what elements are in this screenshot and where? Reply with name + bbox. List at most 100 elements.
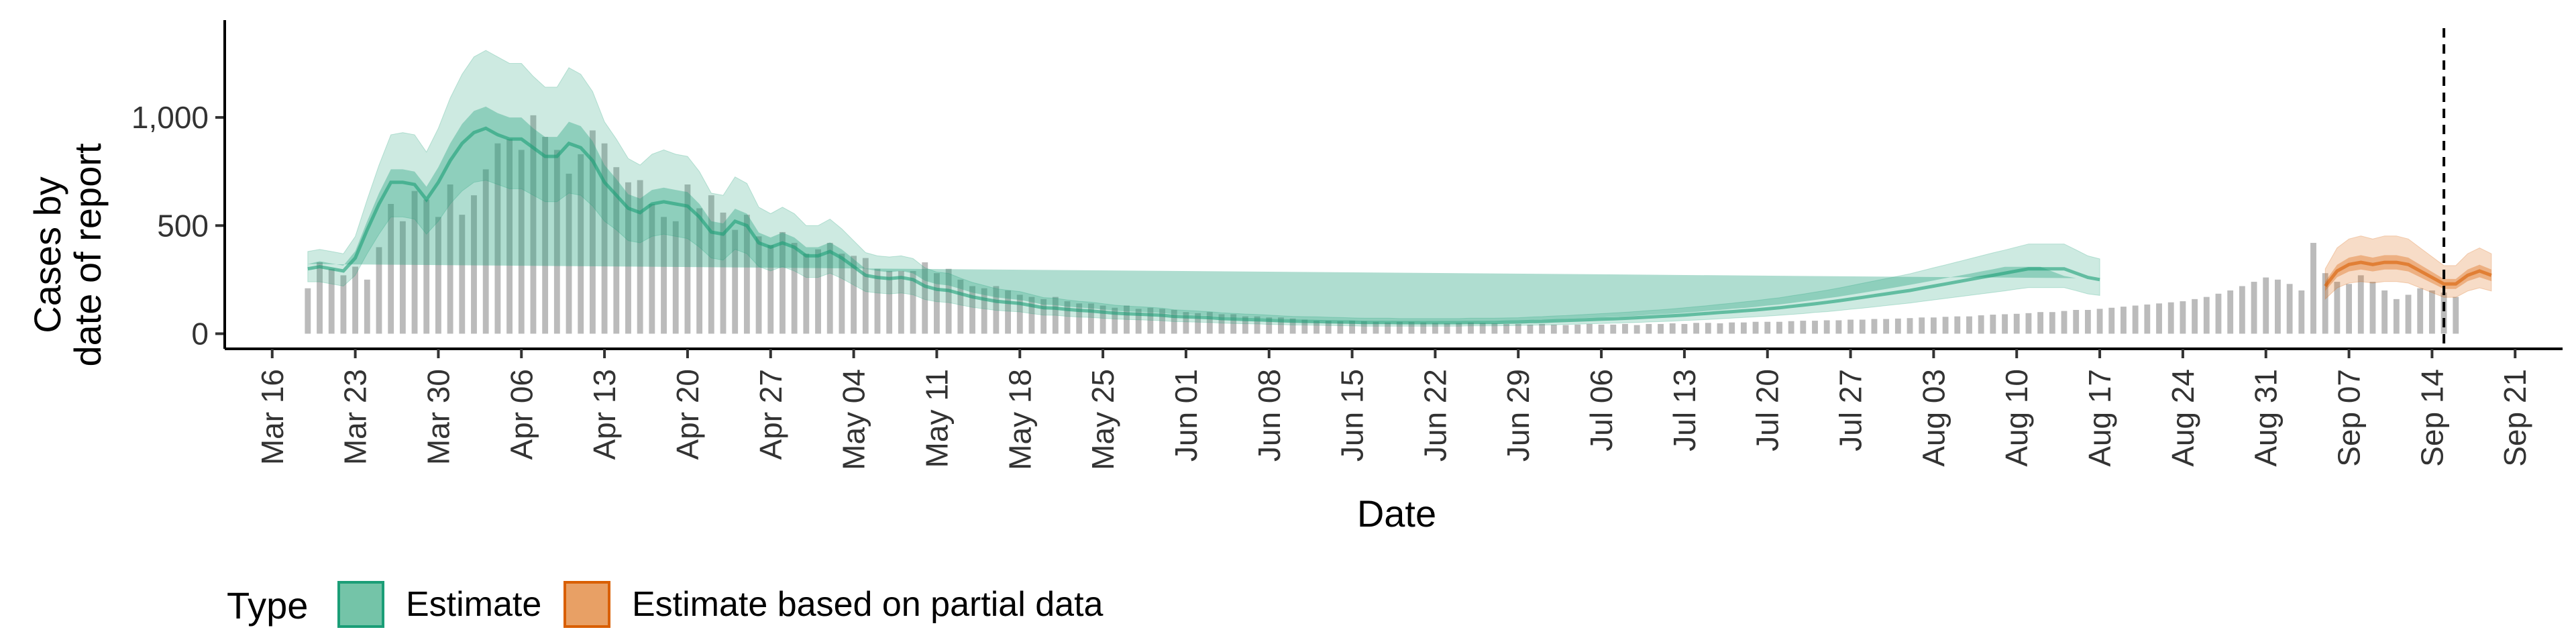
case-bar (2286, 284, 2293, 334)
case-bar (1124, 305, 1130, 334)
x-tick-label: Apr 20 (670, 369, 705, 460)
case-bar (2263, 277, 2269, 334)
case-bar (720, 212, 727, 334)
case-bar (1681, 323, 1688, 334)
case-bar (1254, 316, 1260, 334)
case-bar (1812, 321, 1818, 334)
case-bar (1574, 324, 1581, 334)
case-bar (2167, 302, 2174, 334)
x-tick-label: Jul 06 (1584, 369, 1619, 451)
x-tick-label: Sep 07 (2332, 369, 2367, 467)
case-bar (910, 270, 916, 334)
case-bar (886, 270, 893, 334)
x-tick-label: Aug 17 (2082, 369, 2117, 467)
case-bar (1195, 313, 1201, 334)
case-bar (1978, 315, 1984, 334)
case-bar (1907, 318, 1913, 334)
case-bar (1396, 321, 1403, 334)
case-bar (945, 268, 952, 334)
case-bar (1823, 320, 1830, 334)
x-tick-label: Apr 27 (753, 369, 788, 460)
case-bar (684, 184, 691, 334)
case-bar (1456, 323, 1462, 334)
x-tick-label: Jun 15 (1335, 369, 1370, 462)
case-bar (2108, 307, 2115, 334)
x-tick-label: Mar 30 (421, 369, 455, 465)
estimate-bands (307, 50, 2492, 327)
case-bar (2275, 279, 2281, 334)
case-bar (2061, 311, 2068, 334)
case-bar (2405, 294, 2412, 334)
x-tick-label: Sep 14 (2414, 369, 2449, 467)
x-tick-label: Sep 21 (2498, 369, 2532, 467)
case-bar (1669, 323, 1676, 334)
case-bar (969, 286, 975, 334)
case-bar (566, 173, 572, 334)
case-bar (1313, 321, 1320, 334)
case-bar (1028, 297, 1035, 334)
case-bar (1289, 318, 1296, 334)
case-bar (2428, 290, 2435, 334)
case-bar (1301, 319, 1308, 334)
case-bar (755, 236, 762, 334)
case-bar (767, 245, 774, 334)
case-bar (1740, 322, 1747, 334)
case-bar (2251, 282, 2257, 334)
case-bar (1954, 316, 1961, 334)
case-bar (2002, 314, 2008, 334)
case-bar (898, 270, 904, 334)
x-tick-label: Aug 10 (1999, 369, 2034, 467)
case-bar (1622, 323, 1628, 334)
case-bar (2203, 297, 2210, 334)
case-bar (1835, 320, 1842, 334)
axes (223, 20, 2563, 350)
y-tick-label: 0 (191, 316, 209, 351)
case-bar (1135, 309, 1142, 334)
case-bar (874, 268, 881, 334)
case-bar (2322, 273, 2328, 334)
case-bar (2417, 288, 2424, 334)
case-bar (2310, 243, 2316, 334)
case-bar (2156, 303, 2162, 334)
estimate-band-50 (307, 106, 2076, 321)
case-bar (601, 143, 608, 334)
case-bar (352, 266, 359, 334)
case-bar (957, 279, 964, 334)
case-bar (1278, 317, 1284, 334)
case-bar (1847, 319, 1854, 334)
y-axis: 0 500 1,000 (131, 100, 225, 351)
case-bar (1432, 323, 1438, 334)
case-bar (1527, 324, 1534, 334)
case-bar (1087, 303, 1094, 334)
case-bar (1883, 319, 1890, 334)
x-tick-label: Jun 22 (1417, 369, 1452, 462)
case-bar (1171, 309, 1177, 334)
legend-swatch-partial (564, 581, 610, 628)
case-bar (1005, 290, 1011, 334)
case-bar (1919, 317, 1925, 334)
case-bar (530, 115, 537, 334)
case-bar (1099, 305, 1106, 334)
case-bar (1360, 321, 1367, 334)
case-bar (826, 243, 833, 334)
case-bar (1052, 297, 1059, 334)
case-bar (340, 275, 347, 334)
case-bar (578, 154, 584, 334)
legend-label-partial: Estimate based on partial data (632, 585, 1104, 624)
case-bar (1966, 316, 1972, 334)
case-bar (2346, 284, 2352, 334)
case-bar (589, 130, 596, 334)
estimate-band-90 (307, 50, 2100, 327)
case-bar (553, 150, 560, 334)
case-bar (2096, 309, 2103, 334)
x-tick-label: May 25 (1085, 369, 1120, 470)
y-axis-title-line1: Cases by (26, 176, 68, 333)
case-bar (791, 243, 798, 334)
case-bar (2239, 286, 2245, 334)
case-bar (1633, 325, 1640, 334)
case-bar (1206, 312, 1213, 334)
x-tick-label: Aug 24 (2165, 369, 2200, 467)
x-tick-label: May 11 (919, 369, 954, 468)
case-bar (613, 167, 620, 334)
case-bar (2144, 304, 2151, 334)
